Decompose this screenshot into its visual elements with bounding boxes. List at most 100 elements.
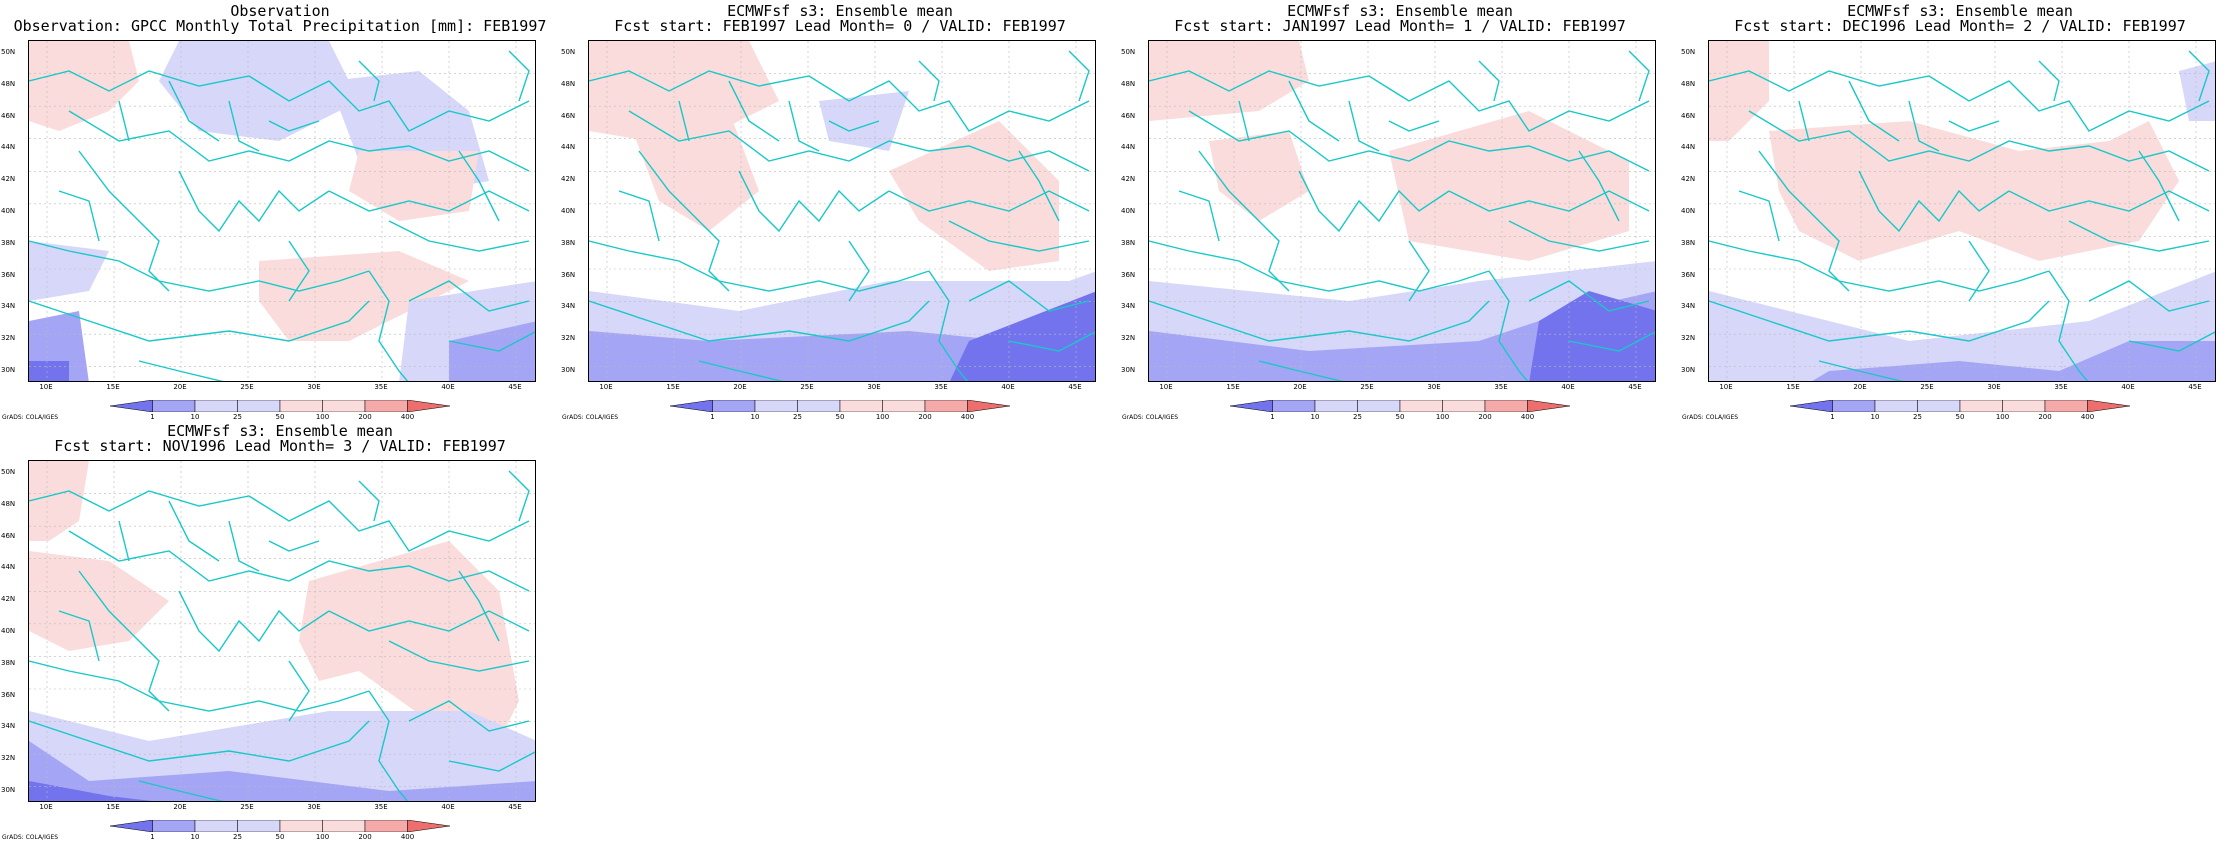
panel-subtitle: Observation: GPCC Monthly Total Precipit… [13,17,547,35]
legend-label: 25 [793,413,802,421]
coastline [618,190,660,242]
lon-label: 40E [2121,383,2135,391]
coastline [448,751,535,772]
lat-label: 38N [561,238,576,247]
legend-label: 50 [835,413,845,421]
legend-label: 1 [1270,413,1275,421]
coastline [1948,120,2000,132]
lat-label: 46N [561,111,576,120]
panel-title: ECMWFsf s3: Ensemble mean [167,422,393,440]
lat-label: 42N [1681,175,1696,184]
precip-shading-red-light [889,121,1059,271]
legend-label: 50 [275,413,285,421]
lon-label: 10E [1719,383,1733,391]
precipitation-map [589,41,1095,381]
lat-label: 46N [1,531,16,540]
lat-label: 50N [561,48,576,56]
lat-label: 42N [1121,175,1136,184]
coastline [29,70,530,132]
coastline [1748,110,2210,172]
coastline [1908,100,1940,152]
coastline [388,220,530,252]
coastline [29,720,370,762]
map-panel: ECMWFsf s3: Ensemble mean Fcst start: JAN… [1120,0,1680,421]
coastline [2188,50,2210,102]
coastline [1238,100,1250,142]
precip-shading-blue-dark [29,361,69,381]
legend-label: 50 [275,833,285,841]
lat-label: 42N [1,595,16,604]
lat-label: 32N [1,334,16,343]
lat-label: 30N [1,786,16,794]
panel-title: ECMWFsf s3: Ensemble mean [1287,2,1513,20]
lat-label: 44N [1121,143,1136,152]
legend-label: 25 [233,413,242,421]
lat-label: 38N [1681,238,1696,247]
coastline [388,640,530,672]
precipitation-map [29,41,535,381]
coastline [138,780,224,801]
lat-label: 40N [1,627,16,635]
coastline [508,50,530,102]
coastline [678,100,690,142]
map-frame [1148,40,1656,382]
coastline [358,480,380,522]
coastline [1738,190,1780,242]
legend-label: 10 [190,413,200,421]
coastline [408,700,530,732]
lon-label: 10E [39,803,53,811]
precipitation-map [1149,41,1655,381]
lon-label: 35E [374,803,388,811]
lon-label: 15E [106,803,120,811]
coastline [458,150,500,222]
lon-label: 35E [934,383,948,391]
panel-subtitle: Fcst start: FEB1997 Lead Month= 0 / VALI… [614,17,1066,35]
coastline [918,60,940,102]
legend-label: 1 [150,833,155,841]
lat-label: 36N [1,690,16,699]
map-frame [28,40,536,382]
legend-swatch [967,400,1010,412]
coastline [408,280,530,312]
coastline [458,570,500,642]
lon-label: 35E [1494,383,1508,391]
precip-shading-red-light [1709,41,1769,141]
lon-label: 35E [2054,383,2068,391]
lat-label: 32N [1121,334,1136,343]
legend-swatch [839,400,883,412]
legend-swatch [1314,400,1358,412]
lat-label: 42N [561,175,576,184]
legend-swatch [237,820,281,832]
lon-label: 20E [1853,383,1867,391]
lat-label: 34N [1681,302,1696,311]
grads-credit: GrADS: COLA/IGES [1682,414,1739,421]
lon-label: 45E [508,803,522,811]
legend-label: 25 [1913,413,1922,421]
coastline [288,660,310,722]
coastline [1188,110,1650,172]
lon-label: 20E [173,803,187,811]
coastline [2068,220,2210,252]
coastline [1488,270,1529,381]
legend-label: 10 [1870,413,1880,421]
lat-label: 48N [1,79,16,88]
coastline [29,240,370,292]
coastline [68,530,530,592]
lat-label: 40N [1681,207,1696,215]
lat-label: 48N [1,499,16,508]
coastline [29,660,370,712]
coastline [2038,60,2060,102]
lat-label: 44N [1,563,16,572]
lon-label: 45E [508,383,522,391]
lat-label: 34N [1,722,16,731]
coastline [1858,170,2010,233]
legend-swatch [152,400,196,412]
coastline [1018,150,1060,222]
legend-swatch [1357,400,1401,412]
legend-swatch [152,820,196,832]
coastline [58,190,100,242]
legend-label: 1 [710,413,715,421]
coastline [1848,80,1900,142]
legend-swatch [407,400,450,412]
legend-swatch [754,400,798,412]
